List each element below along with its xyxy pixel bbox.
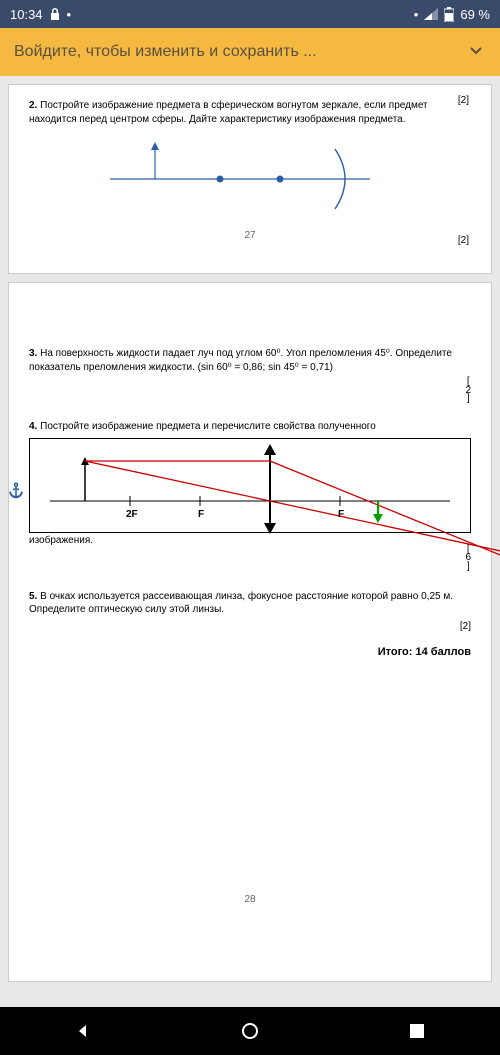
question-text: В очках используется рассеивающая линза,… — [29, 591, 453, 616]
question-text: На поверхность жидкости падает луч под у… — [29, 348, 452, 373]
document-page-28: 3. На поверхность жидкости падает луч по… — [8, 282, 492, 982]
android-nav-bar — [0, 1007, 500, 1055]
points-badge: [ 2 ] — [465, 378, 471, 404]
label-2F: 2F — [126, 509, 138, 520]
points-badge: [ 6 ] — [465, 546, 471, 572]
total-points: Итого: 14 баллов — [29, 646, 471, 658]
points-badge: [2] — [458, 95, 469, 106]
page-number: 28 — [29, 894, 471, 905]
points-badge: [2] — [458, 235, 469, 246]
question-text: Постройте изображение предмета и перечис… — [40, 421, 376, 432]
status-right: • 69 % — [414, 7, 490, 22]
question-number: 5. — [29, 591, 37, 602]
clock: 10:34 — [10, 7, 43, 22]
question-2: 2. Постройте изображение предмета в сфер… — [29, 99, 471, 126]
lock-icon — [49, 7, 61, 21]
question-number: 4. — [29, 421, 37, 432]
question-4: 4. Постройте изображение предмета и пере… — [29, 420, 471, 434]
back-button[interactable] — [53, 1007, 113, 1055]
label-F: F — [198, 509, 204, 520]
home-button[interactable] — [220, 1007, 280, 1055]
chevron-down-icon[interactable] — [466, 40, 486, 65]
mirror-diagram — [29, 134, 471, 224]
battery-pct: 69 % — [460, 7, 490, 22]
document-viewport[interactable]: [2] 2. Постройте изображение предмета в … — [0, 84, 500, 982]
question-5: 5. В очках используется рассеивающая лин… — [29, 590, 471, 617]
label-F2: F — [338, 509, 344, 520]
page-number: 27 — [29, 230, 471, 241]
question-text: Постройте изображение предмета в сфериче… — [29, 100, 428, 125]
lens-diagram: 2F F F — [29, 438, 471, 533]
points-badge: [2] — [460, 621, 471, 632]
question-number: 2. — [29, 100, 37, 111]
signal-icon — [424, 8, 438, 20]
android-status-bar: 10:34 • • 69 % — [0, 0, 500, 28]
anchor-icon — [7, 481, 25, 502]
question-number: 3. — [29, 348, 37, 359]
header-title: Войдите, чтобы изменить и сохранить ... — [14, 43, 317, 61]
app-header[interactable]: Войдите, чтобы изменить и сохранить ... — [0, 28, 500, 76]
dot-icon: • — [67, 7, 72, 22]
q4-caption: изображения. — [29, 535, 471, 546]
battery-icon — [444, 7, 454, 22]
document-page-27: [2] 2. Постройте изображение предмета в … — [8, 84, 492, 274]
question-3: 3. На поверхность жидкости падает луч по… — [29, 347, 471, 374]
dot-icon: • — [414, 7, 419, 22]
recent-button[interactable] — [387, 1007, 447, 1055]
status-left: 10:34 • — [10, 7, 71, 22]
